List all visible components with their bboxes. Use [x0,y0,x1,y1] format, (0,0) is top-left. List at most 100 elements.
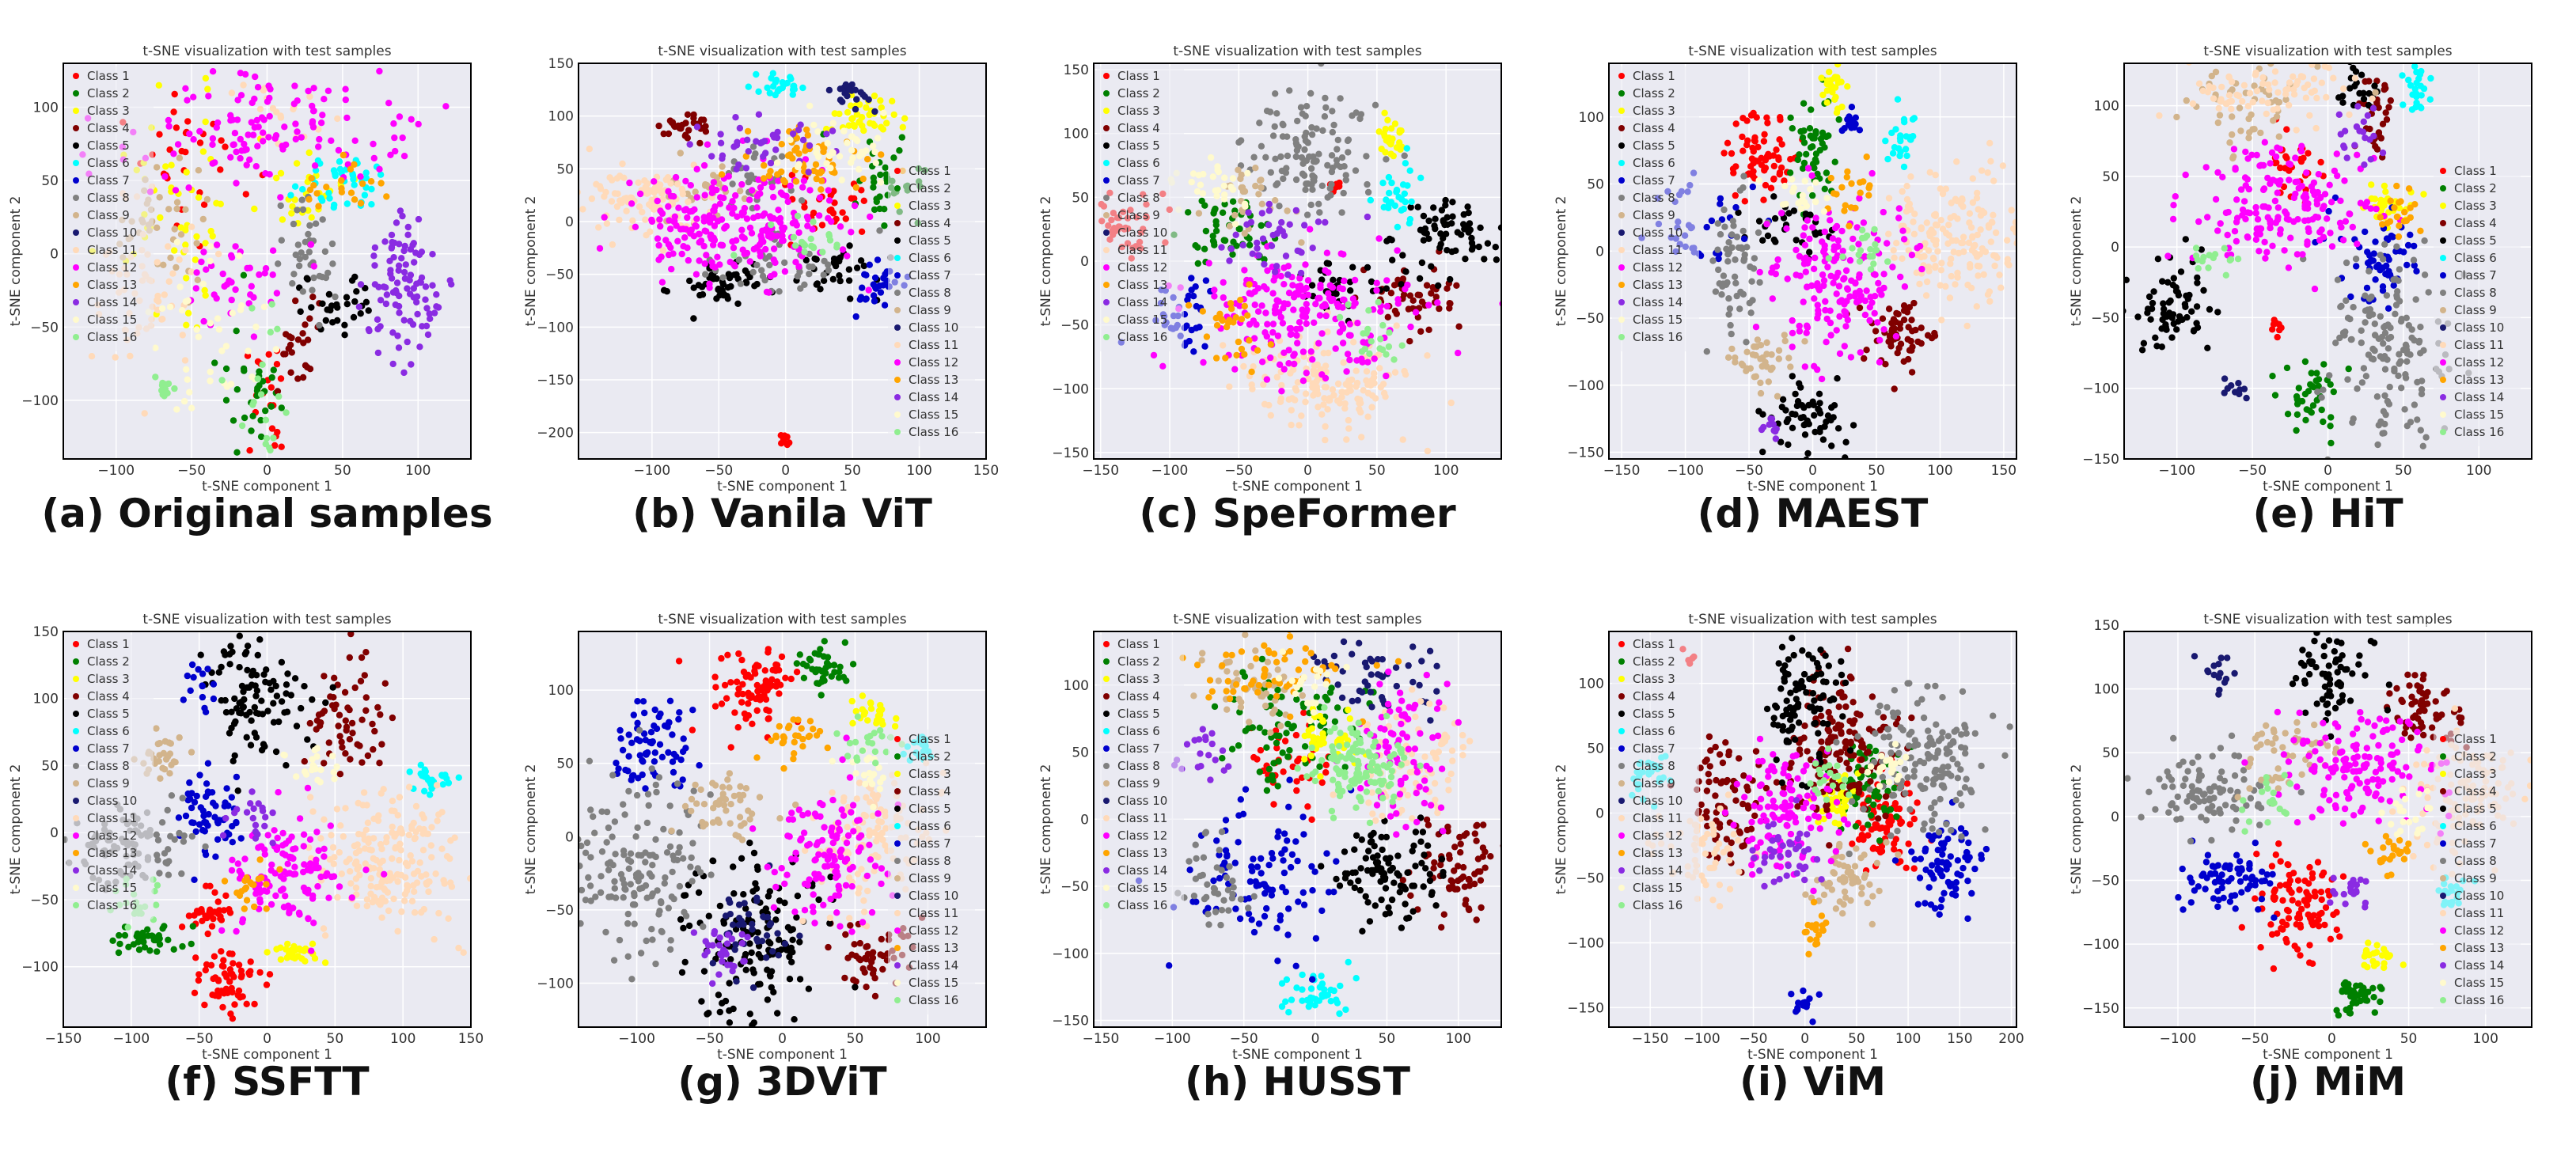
point-class-11 [1977,226,1984,233]
point-class-8 [298,196,305,203]
point-class-5 [308,304,315,311]
legend-label: Class 8 [1117,191,1160,205]
point-class-11 [1942,185,1949,192]
point-class-3 [182,241,189,248]
point-class-14 [377,323,384,330]
point-class-2 [155,932,162,939]
point-class-12 [1822,298,1829,305]
y-axis-label: t-SNE component 2 [8,196,24,327]
point-class-8 [1349,112,1356,119]
point-class-13 [767,168,774,175]
point-class-12 [261,270,268,277]
point-class-6 [2405,76,2412,84]
point-class-1 [220,907,228,914]
y-tick-label: 150 [548,56,574,72]
point-class-16 [1849,245,1856,252]
point-class-5 [325,290,333,298]
point-class-13 [1246,281,1253,288]
point-class-13 [2401,208,2408,216]
point-class-12 [636,190,644,198]
point-class-2 [2271,392,2279,399]
point-class-3 [279,216,286,223]
point-class-13 [1223,324,1231,331]
point-class-13 [1241,302,1248,310]
point-class-1 [1743,142,1751,149]
point-class-12 [1150,351,1158,359]
point-class-12 [1241,267,1248,274]
point-class-8 [278,237,285,244]
point-class-12 [848,229,855,236]
point-class-7 [2400,248,2407,256]
legend-marker [1103,108,1110,114]
point-class-1 [2276,326,2283,334]
point-class-1 [2282,153,2290,160]
point-class-9 [193,240,200,247]
point-class-16 [730,252,738,259]
chart-title: t-SNE visualization with test samples [658,44,906,59]
point-class-12 [1848,277,1855,284]
point-class-1 [207,961,215,969]
point-class-7 [2384,305,2392,312]
legend-label: Class 6 [1117,156,1160,170]
point-class-8 [1725,295,1732,302]
point-class-4 [1924,332,1932,339]
point-class-4 [362,649,370,656]
point-class-14 [2354,103,2362,110]
point-class-9 [1774,392,1781,400]
point-class-4 [1446,305,1453,312]
point-class-3 [251,205,258,213]
point-class-2 [230,417,237,424]
point-class-4 [1425,326,1432,333]
point-class-12 [246,156,253,163]
point-class-5 [719,286,726,294]
point-class-2 [2309,402,2317,409]
point-class-15 [1781,182,1789,190]
point-class-8 [1728,330,1735,338]
point-class-8 [1749,297,1756,304]
point-class-12 [2311,285,2319,293]
point-class-12 [1200,358,1207,366]
point-class-8 [2398,316,2405,323]
point-class-16 [161,392,168,400]
point-class-12 [775,216,782,224]
point-class-12 [759,227,766,234]
point-class-4 [2377,135,2384,142]
point-class-7 [2363,284,2371,292]
point-class-14 [1273,263,1280,270]
point-class-11 [1910,218,1917,226]
point-class-12 [2298,183,2305,190]
point-class-11 [1911,210,1918,218]
panel-caption: (c) SpeFormer [1139,491,1456,537]
point-class-11 [1893,240,1900,247]
point-class-5 [2206,305,2214,313]
point-class-14 [407,271,415,279]
point-class-12 [1455,349,1462,357]
point-class-9 [1258,176,1265,184]
point-class-14 [404,231,412,238]
x-axis-label: t-SNE component 1 [1747,479,1878,495]
point-class-12 [298,134,305,141]
point-class-3 [207,227,214,235]
point-class-2 [2302,416,2309,424]
point-class-2 [270,366,277,373]
point-class-11 [1329,386,1337,393]
point-class-5 [2154,256,2162,263]
point-class-11 [1922,240,1929,247]
point-class-12 [2354,151,2361,158]
point-class-5 [1465,209,1472,217]
point-class-12 [2310,179,2318,187]
point-class-2 [257,433,265,441]
legend-marker [1103,212,1110,218]
point-class-11 [1315,390,1322,398]
point-class-11 [2043,188,2050,194]
point-class-5 [1735,209,1742,216]
point-class-13 [1227,305,1235,313]
point-class-12 [256,271,263,279]
point-class-3 [305,207,312,214]
point-class-16 [248,305,256,312]
point-class-11 [2183,43,2190,49]
point-class-14 [1227,245,1235,252]
point-class-9 [176,154,184,161]
x-tick-label: −50 [1735,463,1763,479]
point-class-14 [374,349,382,357]
